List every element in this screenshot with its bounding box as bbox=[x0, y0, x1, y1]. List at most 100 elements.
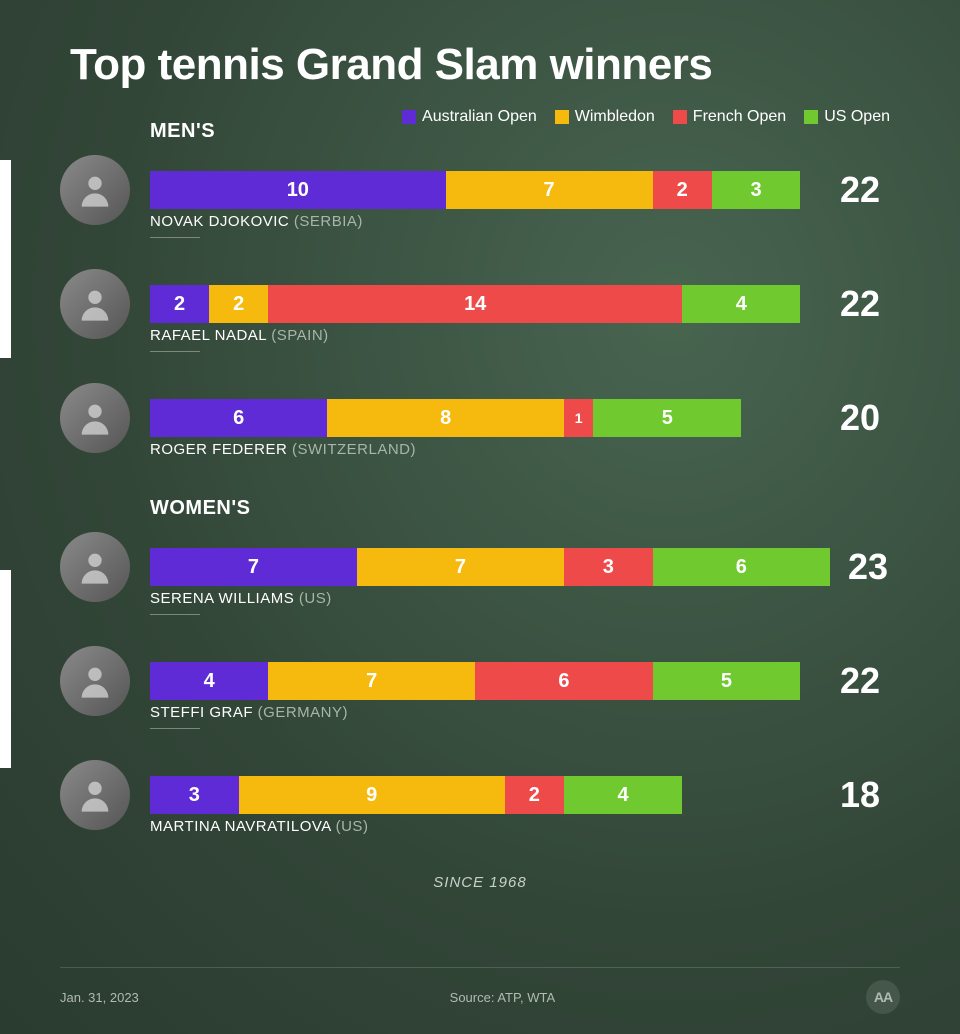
segment-value: 10 bbox=[287, 179, 309, 202]
bar-segment: 6 bbox=[150, 399, 327, 437]
player-avatar bbox=[60, 155, 130, 225]
bar-wrap: 7736SERENA WILLIAMS (US) bbox=[150, 548, 830, 586]
player-row: 7736SERENA WILLIAMS (US)23 bbox=[60, 532, 900, 602]
bar-wrap: 4765STEFFI GRAF (GERMANY) bbox=[150, 662, 822, 700]
segment-value: 2 bbox=[233, 293, 244, 316]
player-avatar bbox=[60, 532, 130, 602]
player-total: 22 bbox=[840, 169, 900, 211]
legend-label: French Open bbox=[693, 108, 786, 126]
player-name-line: NOVAK DJOKOVIC (SERBIA) bbox=[150, 213, 363, 230]
bar-segment: 8 bbox=[327, 399, 564, 437]
segment-value: 5 bbox=[721, 670, 732, 693]
segment-value: 4 bbox=[204, 670, 215, 693]
bar-segment: 4 bbox=[150, 662, 268, 700]
segment-value: 7 bbox=[366, 670, 377, 693]
player-country: (US) bbox=[336, 818, 369, 835]
player-name: NOVAK DJOKOVIC bbox=[150, 213, 294, 230]
legend-swatch bbox=[555, 110, 569, 124]
name-underline bbox=[150, 728, 200, 729]
legend-label: Wimbledon bbox=[575, 108, 655, 126]
section-header: WOMEN'S bbox=[150, 497, 900, 520]
player-name: STEFFI GRAF bbox=[150, 704, 258, 721]
stacked-bar: 6 81 5 bbox=[150, 399, 741, 437]
stacked-bar: 3 9 2 4 bbox=[150, 776, 682, 814]
segment-value: 14 bbox=[464, 293, 486, 316]
chart-section: WOMEN'S7736SERENA WILLIAMS (US)234765STE… bbox=[60, 497, 900, 830]
segment-value: 7 bbox=[455, 556, 466, 579]
segment-value: 6 bbox=[233, 407, 244, 430]
bar-segment: 3 bbox=[564, 548, 653, 586]
player-name: SERENA WILLIAMS bbox=[150, 590, 299, 607]
player-country: (GERMANY) bbox=[258, 704, 348, 721]
page-title: Top tennis Grand Slam winners bbox=[70, 40, 900, 90]
player-row: 3924MARTINA NAVRATILOVA (US)18 bbox=[60, 760, 900, 830]
bar-segment: 10 bbox=[150, 171, 446, 209]
legend-swatch bbox=[804, 110, 818, 124]
name-underline bbox=[150, 237, 200, 238]
segment-value: 2 bbox=[677, 179, 688, 202]
legend-swatch bbox=[673, 110, 687, 124]
segment-value: 1 bbox=[575, 410, 583, 426]
footnote-text: SINCE 1968 bbox=[60, 874, 900, 891]
segment-value: 5 bbox=[662, 407, 673, 430]
player-name: RAFAEL NADAL bbox=[150, 327, 271, 344]
bar-segment: 3 bbox=[712, 171, 801, 209]
player-total: 20 bbox=[840, 397, 900, 439]
bar-segment: 14 bbox=[268, 285, 682, 323]
segment-value: 7 bbox=[544, 179, 555, 202]
legend-label: Australian Open bbox=[422, 108, 537, 126]
player-row: 10723NOVAK DJOKOVIC (SERBIA)22 bbox=[60, 155, 900, 225]
name-underline bbox=[150, 351, 200, 352]
bar-wrap: 22144RAFAEL NADAL (SPAIN) bbox=[150, 285, 822, 323]
bar-segment: 7 bbox=[357, 548, 564, 586]
bar-segment: 7 bbox=[150, 548, 357, 586]
stacked-bar: 4 7 6 5 bbox=[150, 662, 800, 700]
bar-wrap: 6815ROGER FEDERER (SWITZERLAND) bbox=[150, 399, 822, 437]
segment-value: 4 bbox=[617, 784, 628, 807]
bar-segment: 3 bbox=[150, 776, 239, 814]
stacked-bar: 10 7 2 3 bbox=[150, 171, 800, 209]
player-avatar bbox=[60, 646, 130, 716]
bar-segment: 6 bbox=[475, 662, 652, 700]
player-avatar bbox=[60, 383, 130, 453]
player-row: 4765STEFFI GRAF (GERMANY)22 bbox=[60, 646, 900, 716]
segment-value: 3 bbox=[189, 784, 200, 807]
main-container: Top tennis Grand Slam winners Australian… bbox=[0, 0, 960, 1034]
player-country: (SPAIN) bbox=[271, 327, 328, 344]
stacked-bar: 7 7 3 6 bbox=[150, 548, 830, 586]
segment-value: 4 bbox=[736, 293, 747, 316]
legend-label: US Open bbox=[824, 108, 890, 126]
segment-value: 2 bbox=[529, 784, 540, 807]
bar-segment: 2 bbox=[150, 285, 209, 323]
brand-logo: AA bbox=[866, 980, 900, 1014]
player-country: (SERBIA) bbox=[294, 213, 363, 230]
legend-item: US Open bbox=[804, 108, 890, 126]
bar-segment: 7 bbox=[268, 662, 475, 700]
chart-legend: Australian Open Wimbledon French Open US Op… bbox=[402, 108, 890, 126]
player-total: 18 bbox=[840, 774, 900, 816]
player-row: 6815ROGER FEDERER (SWITZERLAND)20 bbox=[60, 383, 900, 453]
chart-section: MEN'S10723NOVAK DJOKOVIC (SERBIA)2222144… bbox=[60, 120, 900, 453]
player-name-line: SERENA WILLIAMS (US) bbox=[150, 590, 332, 607]
bar-segment: 9 bbox=[239, 776, 505, 814]
legend-item: Wimbledon bbox=[555, 108, 655, 126]
footer: Jan. 31, 2023 Source: ATP, WTA AA bbox=[60, 967, 900, 1014]
bar-wrap: 10723NOVAK DJOKOVIC (SERBIA) bbox=[150, 171, 822, 209]
player-name-line: RAFAEL NADAL (SPAIN) bbox=[150, 327, 329, 344]
player-country: (US) bbox=[299, 590, 332, 607]
bar-segment: 2 bbox=[653, 171, 712, 209]
bar-segment: 6 bbox=[653, 548, 830, 586]
player-avatar bbox=[60, 760, 130, 830]
player-avatar bbox=[60, 269, 130, 339]
player-name-line: STEFFI GRAF (GERMANY) bbox=[150, 704, 348, 721]
player-total: 22 bbox=[840, 283, 900, 325]
bar-segment: 2 bbox=[209, 285, 268, 323]
player-total: 23 bbox=[848, 546, 900, 588]
segment-value: 3 bbox=[603, 556, 614, 579]
segment-value: 7 bbox=[248, 556, 259, 579]
stacked-bar: 2 2 14 4 bbox=[150, 285, 800, 323]
player-name-line: ROGER FEDERER (SWITZERLAND) bbox=[150, 441, 416, 458]
segment-value: 6 bbox=[736, 556, 747, 579]
segment-value: 6 bbox=[558, 670, 569, 693]
segment-value: 2 bbox=[174, 293, 185, 316]
